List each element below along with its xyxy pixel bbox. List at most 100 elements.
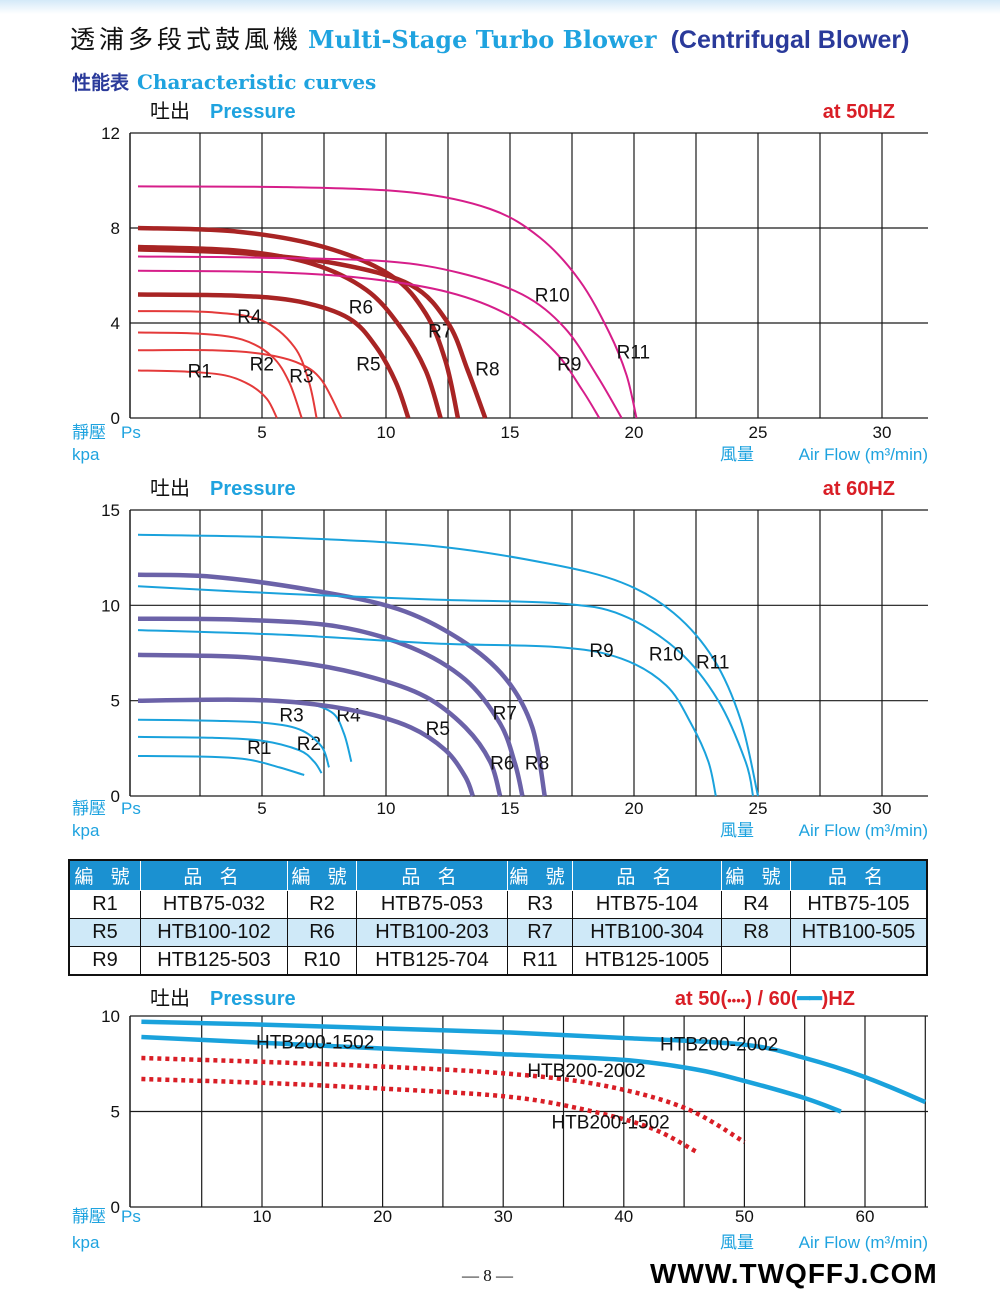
y-tick-label: 0 (111, 787, 120, 806)
table-cell (790, 946, 928, 976)
series-label: HTB200-1502 (256, 1032, 374, 1053)
header-cell: 編 號 (507, 859, 573, 891)
table-row: R1 HTB75-032 R2 HTB75-053 R3 HTB75-104 R… (68, 890, 928, 919)
series-line-r11 (137, 533, 759, 797)
series-label: R1 (247, 738, 271, 759)
grid (129, 132, 928, 419)
y-tick-label: 0 (111, 1198, 120, 1217)
series-line-r5 (137, 292, 411, 419)
series-line-r9 (137, 629, 717, 797)
page-title: 透浦多段式鼓風機 Multi-Stage Turbo Blower (Centrif… (70, 20, 950, 60)
y-tick-label: 4 (111, 314, 120, 333)
series-label: R7 (428, 321, 452, 342)
grid (129, 1015, 928, 1208)
series-line-r3 (137, 718, 330, 768)
table-cell: HTB75-104 (572, 890, 722, 919)
series-line-r2 (137, 331, 303, 419)
subtitle-english: Characteristic curves (137, 70, 377, 94)
table-cell: R8 (721, 918, 791, 947)
x-tick-label: 20 (625, 423, 644, 442)
table-cell: HTB125-704 (356, 946, 508, 976)
header-cell: 編 號 (68, 859, 141, 891)
chart-title: Pressure (210, 988, 296, 1010)
series-label: R5 (356, 355, 380, 376)
series-label: HTB200-2002 (660, 1034, 778, 1055)
table-cell: HTB125-503 (140, 946, 288, 976)
page-number: — 8 — (462, 1266, 513, 1285)
y-axis-label: Ps (121, 423, 141, 442)
header-cell: 品 名 (140, 859, 288, 891)
x-tick-label: 30 (873, 423, 892, 442)
frequency-label-part: )HZ (822, 988, 855, 1010)
series-line-r6 (137, 652, 503, 797)
series-label: HTB200-1502 (551, 1113, 669, 1134)
series-label: R5 (426, 719, 450, 740)
chart-htb200: 0 5 10 10 20 30 40 50 60 吐出 Pressure at 50(••••) / … (72, 987, 928, 1252)
y-axis-label: Ps (121, 1207, 141, 1226)
table-cell: R11 (507, 946, 573, 976)
table-cell: R10 (287, 946, 357, 976)
x-tick-label: 10 (253, 1207, 272, 1226)
chart-title-zh: 吐出 (150, 100, 190, 123)
series-line-r4 (137, 349, 343, 419)
series-label: R7 (493, 704, 517, 725)
chart-title: Pressure (210, 101, 296, 123)
y-tick-label: 12 (101, 124, 120, 143)
series-line-r8 (137, 247, 488, 419)
title-english-secondary: (Centrifugal Blower) (670, 26, 910, 54)
x-tick-label: 30 (873, 799, 892, 818)
series-label: R1 (188, 362, 212, 383)
y-axis-label-zh: 靜壓 (72, 423, 106, 442)
table-cell: HTB75-032 (140, 890, 288, 919)
header-cell: 編 號 (721, 859, 791, 891)
table-row: R5 HTB100-102 R6 HTB100-203 R7 HTB100-30… (68, 918, 928, 947)
section-subtitle: 性能表 Characteristic curves (72, 68, 376, 95)
x-tick-label: 20 (625, 799, 644, 818)
x-axis-label-zh: 風量 (720, 445, 754, 464)
model-table: 編 號 品 名 編 號 品 名 編 號 品 名 編 號 品 名 R1 HTB75… (68, 859, 928, 976)
x-tick-label: 25 (749, 423, 768, 442)
x-tick-label: 10 (377, 423, 396, 442)
chart-title-zh: 吐出 (150, 477, 190, 500)
subtitle-chinese: 性能表 (72, 72, 130, 94)
x-tick-label: 5 (257, 423, 266, 442)
x-tick-label: 30 (494, 1207, 513, 1226)
title-english: Multi-Stage Turbo Blower (308, 25, 657, 54)
x-tick-label: 25 (749, 799, 768, 818)
table-cell: HTB100-102 (140, 918, 288, 947)
chart-60hz: 0 5 10 15 5 10 15 20 25 30 吐出 Pressure at 60HZ 靜壓 Ps kp… (72, 477, 928, 840)
title-chinese: 透浦多段式鼓風機 (70, 25, 303, 54)
chart-title-zh: 吐出 (150, 987, 190, 1010)
series-label: R11 (696, 652, 729, 673)
table-cell: HTB75-053 (356, 890, 508, 919)
series-line-htb200-2002 (141, 1019, 927, 1105)
series-line-htb200-1502 (141, 1034, 842, 1114)
header-cell: 編 號 (287, 859, 357, 891)
series-label: R9 (589, 641, 613, 662)
x-tick-label: 40 (614, 1207, 633, 1226)
y-tick-label: 0 (111, 409, 120, 428)
series-label: R3 (289, 366, 313, 387)
frequency-label-part: ) / 60( (745, 988, 798, 1010)
chart-50hz: 0 4 8 12 5 10 15 20 25 30 吐出 Pressure at 50HZ 靜壓 Ps kpa… (72, 100, 928, 464)
series-line-r1 (137, 755, 305, 776)
series-line-r8 (137, 572, 547, 797)
y-axis-unit: kpa (72, 445, 100, 464)
table-cell (721, 946, 791, 976)
series-line-r2 (137, 735, 323, 774)
series-label: R6 (490, 753, 514, 774)
series-label: R3 (279, 706, 303, 727)
x-tick-label: 10 (377, 799, 396, 818)
series-line-htb200-1502 (141, 1076, 698, 1154)
table-cell: HTB75-105 (790, 890, 928, 919)
series-line-r1 (137, 369, 278, 419)
y-axis-label: Ps (121, 799, 141, 818)
dotted-legend-swatch: •••• (727, 993, 746, 1008)
header-cell: 品 名 (790, 859, 928, 891)
chart-title: Pressure (210, 478, 296, 500)
x-tick-label: 15 (501, 799, 520, 818)
series-label: R10 (649, 645, 684, 666)
y-tick-label: 10 (101, 596, 120, 615)
x-axis-label-zh: 風量 (720, 821, 754, 840)
series-line-r7 (137, 616, 525, 797)
